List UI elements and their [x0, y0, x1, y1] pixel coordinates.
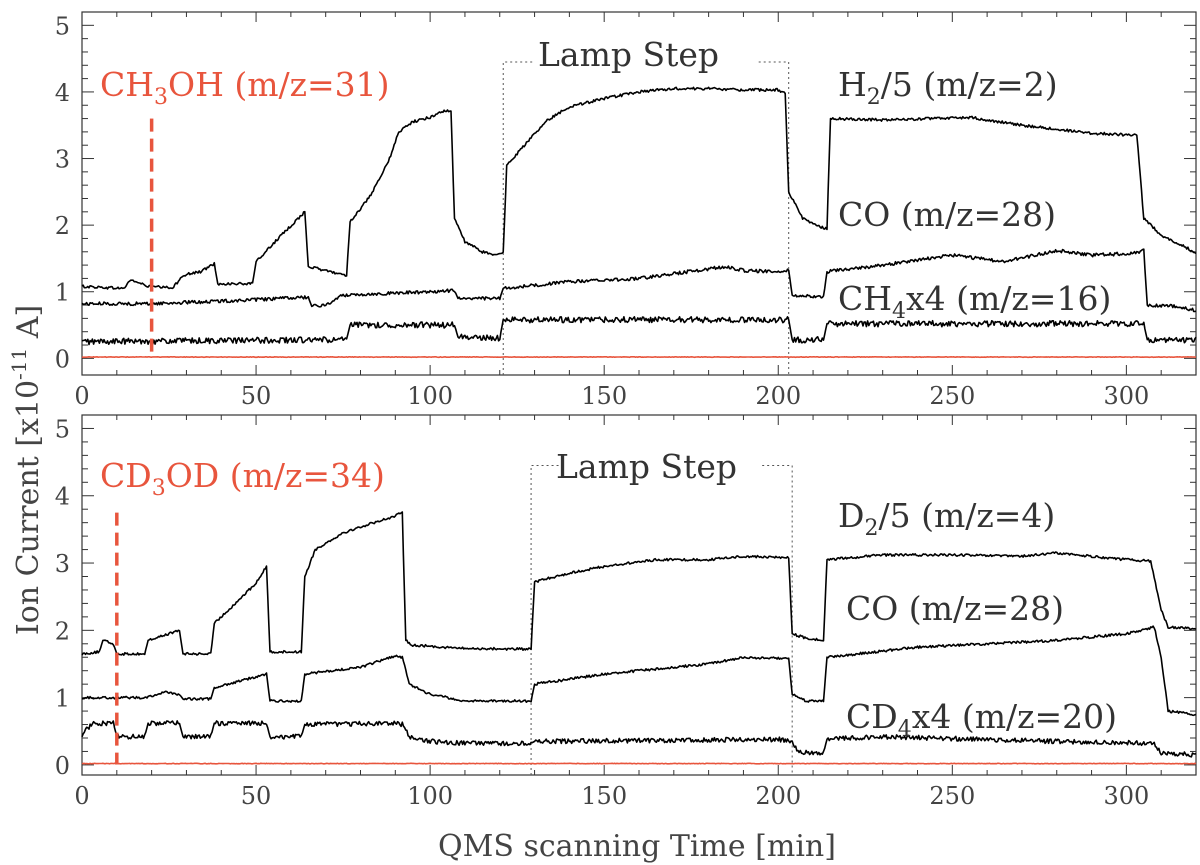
- cd4-label: CD4x4 (m/z=20): [846, 697, 1117, 742]
- bottom-panel: 0 50 100 150 200 250 300 0 1 2 3 4 5: [55, 414, 1197, 810]
- series-line-cd3od-m-z-34-: [81, 762, 1197, 765]
- y-tick-label-bottom: 3: [55, 550, 70, 578]
- y-tick-label-top: 5: [55, 12, 70, 40]
- x-tick-label-top: 100: [407, 382, 453, 410]
- methanol-label-top: CH3OH (m/z=31): [100, 65, 390, 110]
- x-tick-label-top: 150: [581, 382, 627, 410]
- series-line-d2-5-m-z-4-: [81, 511, 1197, 656]
- y-tick-label-top: 0: [55, 345, 70, 373]
- series-line-ch3oh-m-z-31-: [81, 356, 1196, 359]
- series-line-ch4x4-m-z-16-: [81, 316, 1197, 346]
- x-tick-label-top: 0: [74, 382, 89, 410]
- methanol-label-bottom: CD3OD (m/z=34): [100, 456, 385, 501]
- y-tick-label-top: 2: [55, 212, 70, 240]
- y-tick-label-bottom: 2: [55, 617, 70, 645]
- lamp-step-label-top: Lamp Step: [538, 35, 719, 74]
- series-line-co-m-z-28-: [81, 248, 1197, 313]
- top-panel: 0 50 100 150 200 250 300 0 1 2 3 4 5: [55, 11, 1197, 410]
- y-tick-label-bottom: 4: [55, 483, 70, 511]
- y-tick-label-top: 3: [55, 146, 70, 174]
- x-tick-label-bottom: 200: [755, 782, 801, 810]
- lamp-step-box-top: [502, 61, 790, 375]
- x-tick-label-bottom: 150: [581, 782, 627, 810]
- ch4-label: CH4x4 (m/z=16): [838, 279, 1111, 324]
- y-axis-title: Ion Current [x10-11 A]: [7, 305, 46, 635]
- x-tick-label-top: 200: [755, 382, 801, 410]
- series-line-cd4x4-m-z-20-: [81, 720, 1197, 758]
- x-tick-label-top: 300: [1103, 382, 1149, 410]
- y-tick-label-top: 1: [55, 279, 70, 307]
- y-tick-label-top: 4: [55, 79, 70, 107]
- x-tick-label-top: 250: [929, 382, 975, 410]
- series-line-h2-5-m-z-2-: [81, 86, 1197, 290]
- co-label-top: CO (m/z=28): [838, 195, 1056, 234]
- x-tick-label-bottom: 300: [1103, 782, 1149, 810]
- x-axis-title: QMS scanning Time [min]: [438, 829, 836, 864]
- h2-label: H2/5 (m/z=2): [838, 65, 1058, 110]
- y-tick-label-bottom: 1: [55, 685, 70, 713]
- co-label-bottom: CO (m/z=28): [846, 589, 1064, 628]
- x-tick-label-bottom: 0: [74, 782, 89, 810]
- d2-label: D2/5 (m/z=4): [838, 496, 1055, 541]
- x-tick-label-bottom: 250: [929, 782, 975, 810]
- lamp-step-box-bottom: [530, 464, 793, 775]
- y-tick-label-bottom: 0: [55, 752, 70, 780]
- lamp-step-label-bottom: Lamp Step: [556, 447, 737, 486]
- y-tick-label-bottom: 5: [55, 415, 70, 443]
- x-tick-label-top: 50: [241, 382, 272, 410]
- x-tick-label-bottom: 50: [241, 782, 272, 810]
- x-tick-label-bottom: 100: [407, 782, 453, 810]
- series-line-co-m-z-28-: [81, 625, 1197, 717]
